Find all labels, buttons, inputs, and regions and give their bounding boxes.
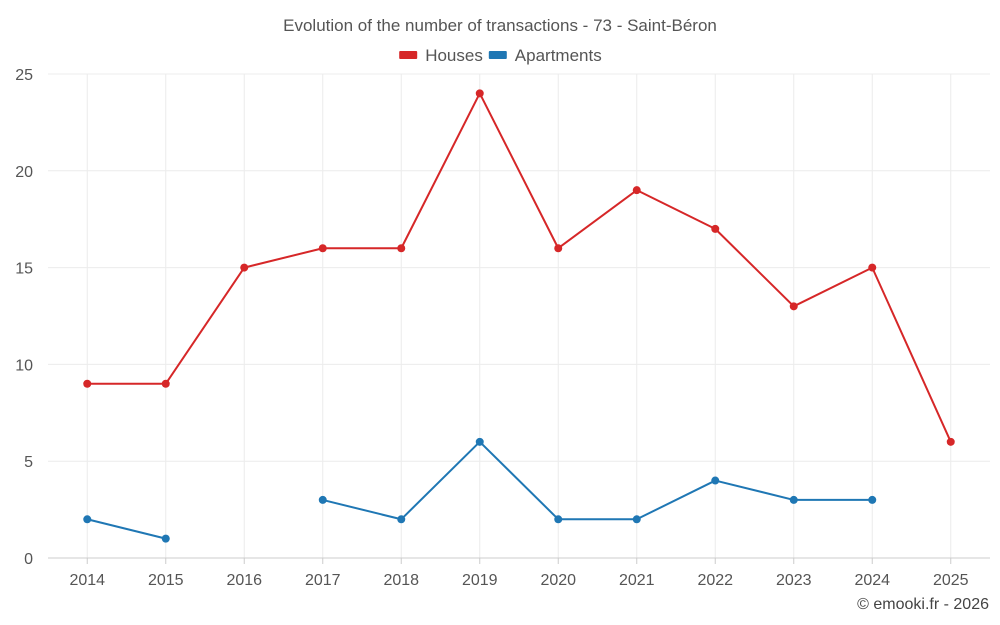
data-point [397,515,406,524]
series-apartments [83,437,877,543]
x-tick-label: 2025 [933,572,969,589]
data-point [632,186,641,195]
data-point [946,437,955,446]
x-tick-label: 2020 [540,572,576,589]
data-point [318,495,327,504]
x-tick-label: 2018 [383,572,419,589]
series-group [83,89,955,543]
data-point [711,476,720,485]
data-point [318,244,327,253]
credit-text: © emooki.fr - 2026 [857,596,989,613]
x-tick-label: 2023 [776,572,812,589]
y-tick-label: 5 [24,454,33,471]
series-line [87,518,166,540]
data-point [240,263,249,272]
legend-swatch-apartments [488,51,507,59]
data-point [789,302,798,311]
y-tick-label: 25 [15,67,33,84]
data-point [161,379,170,388]
data-point [554,244,563,253]
y-tick-label: 0 [24,551,33,568]
legend-label-houses: Houses [425,46,483,65]
x-tick-label: 2017 [305,572,341,589]
data-point [397,244,406,253]
x-tick-label: 2021 [619,572,655,589]
data-point [475,437,484,446]
chart-title: Evolution of the number of transactions … [283,16,717,35]
legend-label-apartments: Apartments [515,46,602,65]
data-point [789,495,798,504]
x-tick-label: 2024 [854,572,890,589]
series-houses [83,89,955,446]
y-tick-label: 15 [15,261,33,278]
x-tick-label: 2022 [697,572,733,589]
series-line [322,440,873,521]
grid-lines [48,73,990,558]
data-point [868,495,877,504]
legend-swatch-houses [399,51,418,59]
y-tick-label: 10 [15,357,33,374]
data-point [161,534,170,543]
legend: Houses Apartments [399,46,602,65]
series-line [87,92,952,443]
x-tick-label: 2016 [226,572,262,589]
data-point [868,263,877,272]
x-tick-label: 2019 [462,572,498,589]
data-point [83,515,92,524]
x-tick-label: 2014 [69,572,105,589]
data-point [554,515,563,524]
x-tick-label: 2015 [148,572,184,589]
data-point [632,515,641,524]
data-point [83,379,92,388]
data-point [711,224,720,233]
data-point [475,89,484,98]
y-tick-label: 20 [15,164,33,181]
